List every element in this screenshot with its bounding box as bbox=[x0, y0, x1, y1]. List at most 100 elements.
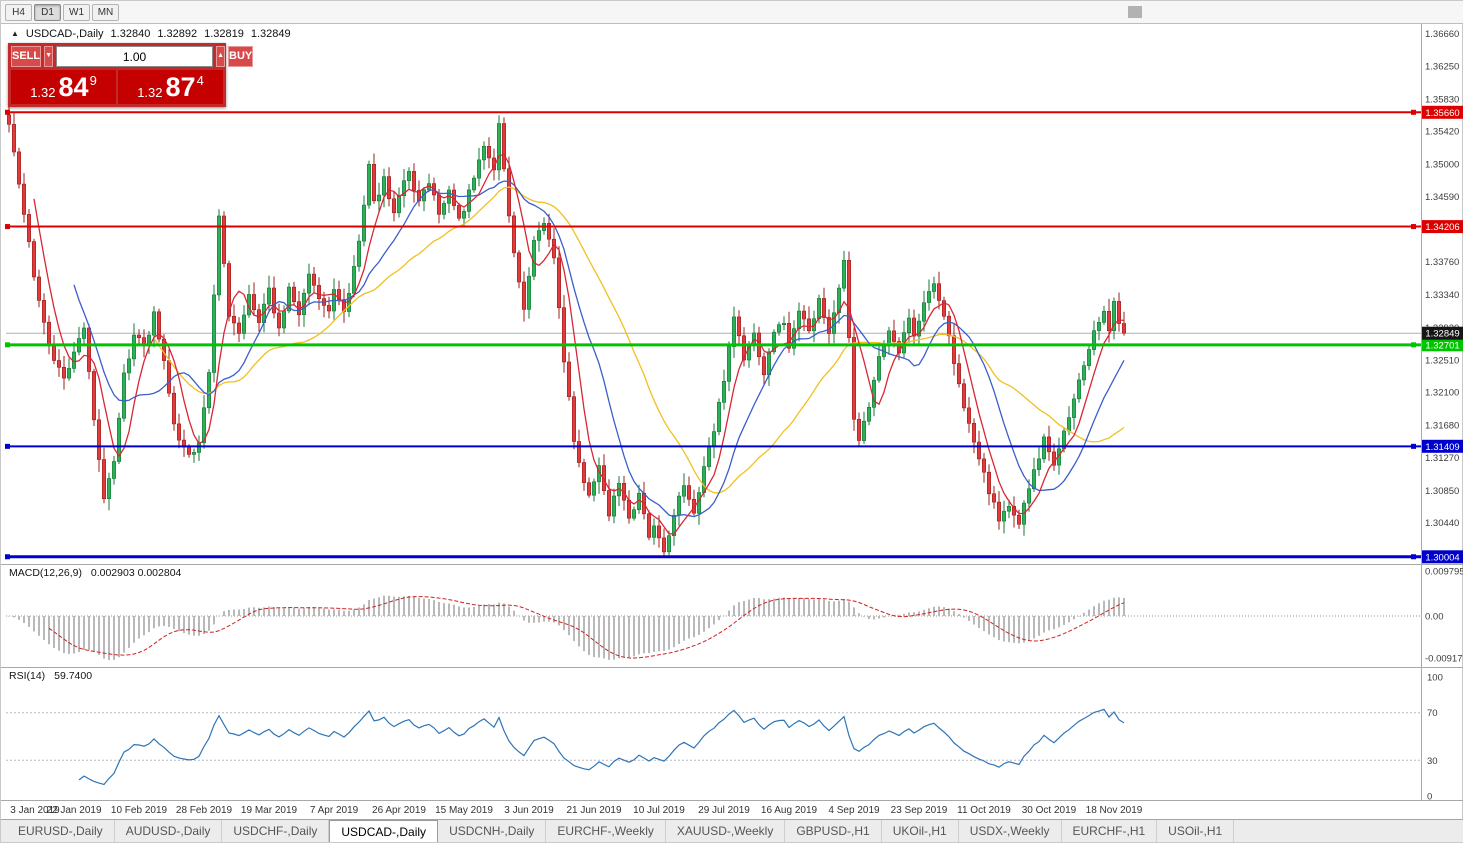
axis-price-badges: 1.35660 1.34206 1.32701 1.31409 1.30004 1.328… bbox=[1422, 105, 1463, 564]
svg-text:1.31270: 1.31270 bbox=[1425, 453, 1459, 464]
svg-text:23 Sep 2019: 23 Sep 2019 bbox=[891, 805, 948, 816]
svg-text:1.35420: 1.35420 bbox=[1425, 127, 1459, 138]
svg-text:1.36660: 1.36660 bbox=[1425, 29, 1459, 40]
sell-price-point: 9 bbox=[89, 73, 97, 88]
svg-text:19 Mar 2019: 19 Mar 2019 bbox=[241, 805, 298, 816]
chart-tab-bar: EURUSD-,Daily AUDUSD-,Daily USDCHF-,Daily U… bbox=[1, 819, 1463, 842]
svg-text:0.00: 0.00 bbox=[1425, 612, 1444, 623]
sell-price-pips: 84 bbox=[58, 71, 89, 102]
volume-decrease-icon[interactable]: ▼ bbox=[44, 46, 54, 67]
chart-tab-gbpusd-h1[interactable]: GBPUSD-,H1 bbox=[785, 820, 882, 842]
svg-text:1.32510: 1.32510 bbox=[1425, 355, 1459, 366]
chart-tab-xauusd-weekly[interactable]: XAUUSD-,Weekly bbox=[666, 820, 786, 842]
price-axis: 1.36660 1.36250 1.35830 1.35420 1.35000 1.345… bbox=[1425, 29, 1459, 529]
rsi-title: RSI(14) bbox=[9, 670, 46, 682]
svg-text:1.30004: 1.30004 bbox=[1425, 552, 1459, 563]
macd-indicator-label: MACD(12,26,9) 0.002903 0.002804 bbox=[9, 567, 181, 579]
timeframe-button-mn[interactable]: MN bbox=[92, 3, 119, 21]
svg-text:28 Feb 2019: 28 Feb 2019 bbox=[176, 805, 233, 816]
svg-text:26 Apr 2019: 26 Apr 2019 bbox=[372, 805, 426, 816]
horizontal-levels bbox=[5, 109, 1421, 560]
macd-values: 0.002903 0.002804 bbox=[90, 567, 182, 579]
chart-scroll-marker[interactable] bbox=[1128, 6, 1142, 18]
svg-text:1.32701: 1.32701 bbox=[1425, 340, 1459, 351]
svg-text:1.36250: 1.36250 bbox=[1425, 61, 1459, 72]
svg-text:30: 30 bbox=[1427, 756, 1438, 767]
candles-series bbox=[7, 104, 1127, 556]
svg-text:0: 0 bbox=[1427, 792, 1432, 803]
buy-price-display[interactable]: 1.32 87 4 bbox=[118, 70, 223, 104]
svg-text:1.34206: 1.34206 bbox=[1425, 222, 1459, 233]
buy-price-prefix: 1.32 bbox=[137, 85, 163, 100]
svg-text:10 Jul 2019: 10 Jul 2019 bbox=[633, 805, 685, 816]
timeframe-button-d1[interactable]: D1 bbox=[34, 3, 61, 21]
svg-text:1.32100: 1.32100 bbox=[1425, 388, 1459, 399]
chart-tab-ukoil-h1[interactable]: UKOil-,H1 bbox=[882, 820, 959, 842]
chart-tab-audusd-daily[interactable]: AUDUSD-,Daily bbox=[115, 820, 223, 842]
moving-average-lines bbox=[33, 153, 1125, 535]
svg-text:1.34590: 1.34590 bbox=[1425, 192, 1459, 203]
svg-text:30 Oct 2019: 30 Oct 2019 bbox=[1022, 805, 1077, 816]
timeframe-button-w1[interactable]: W1 bbox=[63, 3, 90, 21]
quote-open: 1.32840 bbox=[110, 28, 151, 40]
chart-tab-eurusd-daily[interactable]: EURUSD-,Daily bbox=[7, 820, 115, 842]
chart-symbol-ohlc: ▲ USDCAD-,Daily 1.32840 1.32892 1.32819 … bbox=[11, 28, 291, 40]
svg-text:29 Jul 2019: 29 Jul 2019 bbox=[698, 805, 750, 816]
timeframe-button-h4[interactable]: H4 bbox=[5, 3, 32, 21]
svg-text:1.35000: 1.35000 bbox=[1425, 160, 1459, 171]
chart-tab-usdchf-daily[interactable]: USDCHF-,Daily bbox=[222, 820, 330, 842]
panel-separators bbox=[1, 24, 1463, 801]
svg-text:22 Jan 2019: 22 Jan 2019 bbox=[46, 805, 101, 816]
svg-text:1.33760: 1.33760 bbox=[1425, 257, 1459, 268]
svg-text:1.30440: 1.30440 bbox=[1425, 518, 1459, 529]
svg-text:10 Feb 2019: 10 Feb 2019 bbox=[111, 805, 168, 816]
svg-text:15 May 2019: 15 May 2019 bbox=[435, 805, 493, 816]
svg-text:1.32849: 1.32849 bbox=[1425, 329, 1459, 340]
panel-toggle-icon[interactable]: ▲ bbox=[11, 29, 19, 38]
volume-input[interactable] bbox=[56, 46, 214, 67]
one-click-trading-panel: SELL ▼ ▲ BUY 1.32 84 9 1.32 87 4 bbox=[8, 43, 254, 107]
svg-text:1.35830: 1.35830 bbox=[1425, 94, 1459, 105]
chart-tab-usdcnh-daily[interactable]: USDCNH-,Daily bbox=[438, 820, 547, 842]
rsi-indicator-label: RSI(14) 59.7400 bbox=[9, 670, 92, 682]
sell-price-display[interactable]: 1.32 84 9 bbox=[11, 70, 116, 104]
svg-text:1.33340: 1.33340 bbox=[1425, 290, 1459, 301]
chart-tab-usoil-h1[interactable]: USOil-,H1 bbox=[1157, 820, 1235, 842]
svg-text:0.009795: 0.009795 bbox=[1425, 567, 1463, 578]
buy-price-point: 4 bbox=[196, 73, 204, 88]
quote-high: 1.32892 bbox=[157, 28, 198, 40]
svg-text:18 Nov 2019: 18 Nov 2019 bbox=[1086, 805, 1143, 816]
quote-low: 1.32819 bbox=[204, 28, 244, 40]
rsi-value: 59.7400 bbox=[54, 670, 93, 682]
svg-text:1.30850: 1.30850 bbox=[1425, 486, 1459, 497]
volume-increase-icon[interactable]: ▲ bbox=[216, 46, 225, 67]
macd-panel: 0.009795 0.00 -0.009178 bbox=[6, 567, 1463, 665]
chart-tab-usdcad-daily[interactable]: USDCAD-,Daily bbox=[329, 820, 439, 842]
svg-text:1.31680: 1.31680 bbox=[1425, 421, 1459, 432]
svg-text:1.35660: 1.35660 bbox=[1425, 108, 1459, 119]
chart-tab-eurchf-h1[interactable]: EURCHF-,H1 bbox=[1062, 820, 1158, 842]
sell-price-prefix: 1.32 bbox=[30, 85, 56, 100]
svg-text:3 Jan 2019: 3 Jan 2019 bbox=[10, 805, 60, 816]
svg-text:16 Aug 2019: 16 Aug 2019 bbox=[761, 805, 818, 816]
timeframe-toolbar: H4 D1 W1 MN bbox=[1, 1, 1463, 24]
svg-text:100: 100 bbox=[1427, 673, 1443, 684]
svg-text:4 Sep 2019: 4 Sep 2019 bbox=[828, 805, 880, 816]
sell-button[interactable]: SELL bbox=[11, 46, 42, 67]
rsi-panel: 100 70 30 0 bbox=[6, 673, 1443, 803]
svg-text:3 Jun 2019: 3 Jun 2019 bbox=[504, 805, 554, 816]
chart-tab-eurchf-weekly[interactable]: EURCHF-,Weekly bbox=[546, 820, 666, 842]
svg-text:-0.009178: -0.009178 bbox=[1425, 654, 1463, 665]
svg-text:1.31409: 1.31409 bbox=[1425, 442, 1459, 453]
svg-text:7 Apr 2019: 7 Apr 2019 bbox=[310, 805, 359, 816]
chart-tab-usdx-weekly[interactable]: USDX-,Weekly bbox=[959, 820, 1062, 842]
symbol-name: USDCAD-,Daily bbox=[25, 28, 104, 40]
svg-text:21 Jun 2019: 21 Jun 2019 bbox=[566, 805, 621, 816]
svg-text:11 Oct 2019: 11 Oct 2019 bbox=[957, 805, 1011, 816]
buy-button[interactable]: BUY bbox=[228, 46, 254, 67]
svg-text:70: 70 bbox=[1427, 708, 1438, 719]
quote-close: 1.32849 bbox=[250, 28, 291, 40]
